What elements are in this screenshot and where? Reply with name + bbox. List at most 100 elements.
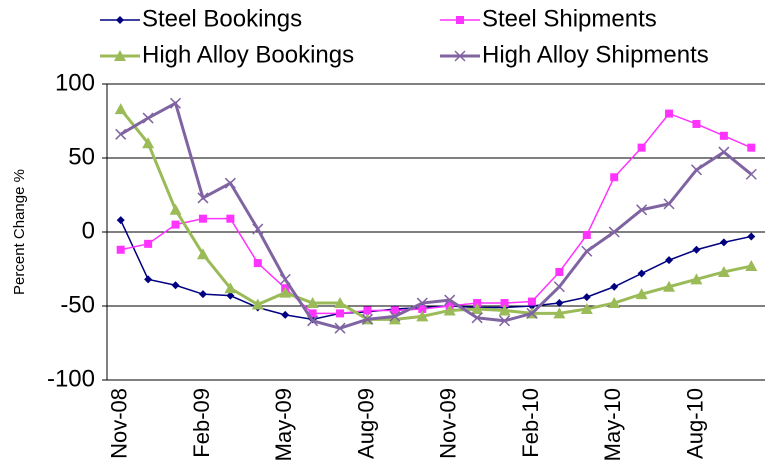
point	[471, 312, 483, 324]
point	[663, 280, 676, 292]
y-tick-label: 0	[82, 217, 95, 244]
point	[142, 137, 155, 149]
series-line	[119, 101, 753, 330]
point	[171, 220, 180, 229]
point	[226, 291, 235, 300]
point	[526, 307, 538, 319]
legend-label: Steel Shipments	[482, 5, 657, 32]
point	[281, 310, 290, 319]
point	[416, 297, 428, 309]
point	[608, 226, 620, 238]
point	[581, 245, 593, 257]
point	[500, 299, 509, 308]
point	[553, 281, 565, 293]
legend-label: High Alloy Bookings	[142, 41, 354, 68]
legend-marker	[116, 16, 124, 24]
legend-label: High Alloy Shipments	[482, 41, 709, 68]
point	[665, 109, 674, 118]
point	[444, 294, 456, 306]
point	[334, 322, 346, 334]
point	[580, 302, 593, 314]
x-tick-label: Feb-10	[518, 388, 543, 458]
point	[224, 282, 237, 294]
y-tick-label: -50	[60, 291, 95, 318]
x-tick-label: May-10	[600, 388, 625, 461]
point	[306, 297, 319, 309]
point	[416, 310, 429, 322]
x-tick-label: May-09	[271, 388, 296, 461]
legend-marker	[456, 16, 464, 24]
point	[555, 267, 564, 276]
point	[389, 310, 401, 322]
point	[363, 306, 372, 315]
point	[252, 223, 264, 235]
point	[116, 245, 125, 254]
point	[308, 309, 317, 318]
point	[553, 307, 566, 319]
point	[692, 119, 701, 128]
point	[663, 198, 675, 210]
y-axis-label: Percent Change %	[11, 169, 28, 295]
x-tick-label: Aug-10	[682, 388, 707, 459]
point	[745, 168, 757, 180]
point	[747, 143, 756, 152]
point	[719, 131, 728, 140]
point	[690, 164, 702, 176]
point	[198, 290, 207, 299]
point	[717, 265, 730, 277]
point	[336, 309, 345, 318]
point	[170, 97, 182, 109]
point	[115, 128, 127, 140]
point	[635, 288, 648, 300]
legend-item: Steel Bookings	[100, 5, 302, 32]
point	[555, 299, 564, 308]
point	[388, 313, 401, 325]
y-tick-label: 50	[68, 143, 95, 170]
x-tick-label: Feb-09	[189, 388, 214, 458]
point	[499, 315, 511, 327]
point	[608, 297, 621, 309]
point	[116, 216, 125, 225]
legend-label: Steel Bookings	[142, 5, 302, 32]
point	[144, 239, 153, 248]
point	[390, 306, 399, 315]
point	[719, 238, 728, 247]
point	[665, 256, 674, 265]
point	[253, 259, 262, 268]
point	[171, 281, 180, 290]
point	[142, 112, 154, 124]
point	[690, 273, 703, 285]
point	[114, 103, 127, 115]
point	[747, 232, 756, 241]
point	[610, 282, 619, 291]
legend-item: High Alloy Shipments	[440, 41, 709, 68]
point	[637, 269, 646, 278]
point	[169, 203, 182, 215]
point	[279, 273, 291, 285]
point	[226, 214, 235, 223]
point	[418, 304, 427, 313]
point	[471, 302, 484, 314]
series-line	[120, 112, 752, 315]
point	[307, 315, 319, 327]
point	[745, 260, 758, 272]
x-tick-label: Nov-08	[107, 388, 132, 459]
x-tick-label: Nov-09	[436, 388, 461, 459]
point	[196, 248, 209, 260]
series-line	[119, 108, 752, 321]
legend-marker	[454, 50, 466, 62]
point	[637, 143, 646, 152]
y-tick-label: -100	[47, 365, 95, 392]
point	[361, 313, 373, 325]
point	[610, 173, 619, 182]
point	[692, 245, 701, 254]
legend-item: Steel Shipments	[440, 5, 657, 32]
point	[334, 297, 347, 309]
legend-item: High Alloy Bookings	[100, 41, 354, 68]
point	[498, 304, 511, 316]
point	[279, 286, 292, 298]
point	[636, 204, 648, 216]
x-tick-label: Aug-09	[353, 388, 378, 459]
point	[251, 298, 264, 310]
